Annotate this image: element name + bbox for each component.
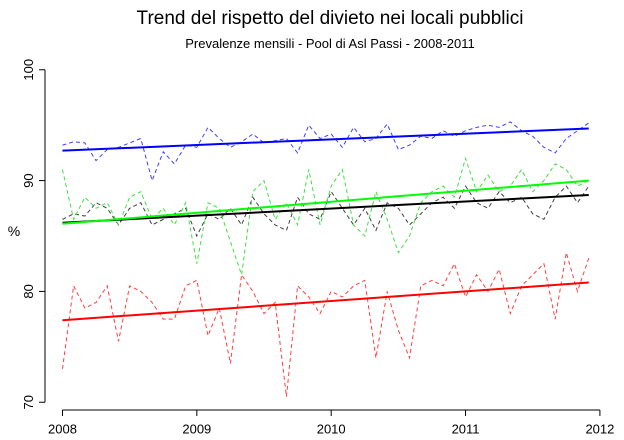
x-tick-label: 2008 [48,421,77,436]
y-tick-label: 100 [21,59,36,81]
series-line [61,252,590,397]
x-tick-label: 2012 [585,421,614,436]
chart-subtitle: Prevalenze mensili - Pool di Asl Passi -… [185,36,475,51]
trend-line [62,179,589,225]
chart-title: Trend del rispetto del divieto nei local… [137,8,524,29]
x-tick-label: 2010 [317,421,346,436]
series-line [62,121,590,183]
y-tick-label: 80 [21,284,36,298]
x-tick-label: 2011 [452,421,480,436]
trend-line [62,193,589,224]
x-tick-label: 2009 [182,421,211,436]
trend-line [62,127,589,152]
trend-line [62,281,589,322]
y-tick-label: 70 [21,395,36,409]
y-axis-label: % [8,223,20,239]
series-line [62,185,590,238]
y-tick-label: 90 [21,173,36,187]
series-line [61,156,589,275]
